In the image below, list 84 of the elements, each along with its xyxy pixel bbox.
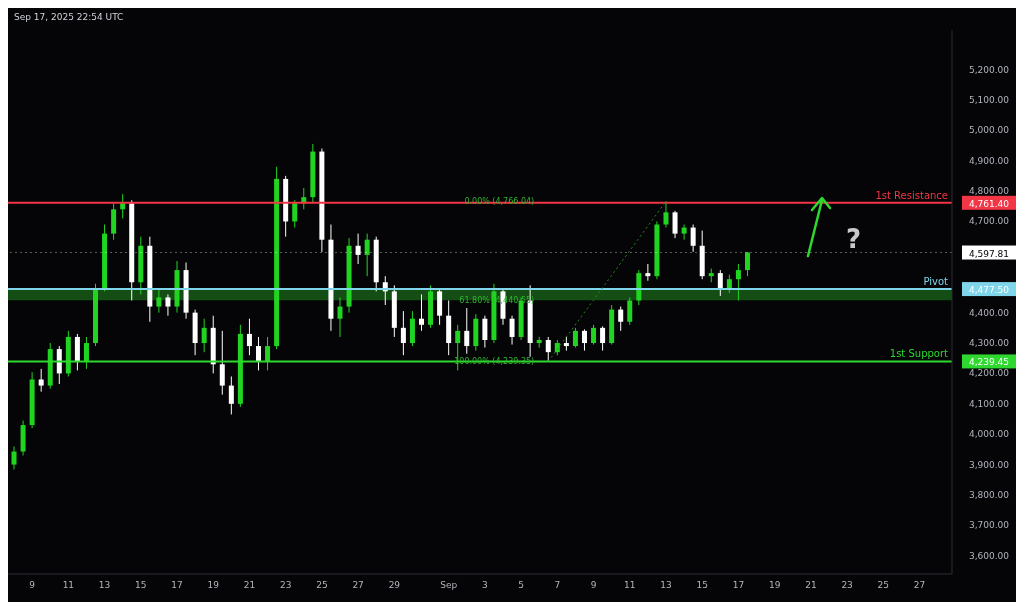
- candlestick: [355, 233, 361, 265]
- x-tick-label: 29: [388, 580, 401, 591]
- annotation: 0.00% (4,766.04): [464, 197, 535, 207]
- x-tick-label: 7: [554, 580, 561, 591]
- candlestick: [690, 224, 696, 253]
- candlestick: [545, 336, 551, 362]
- x-tick-label: 11: [62, 580, 75, 591]
- candlestick: [581, 328, 587, 352]
- x-tick-label: 25: [877, 580, 890, 591]
- ref-line-label: Pivot: [923, 276, 949, 288]
- text: Sep 17, 2025 22:54 UTC: [14, 12, 124, 22]
- annotation: ?: [846, 224, 862, 254]
- y-tick-label: 5,000.00: [968, 125, 1010, 136]
- x-tick-label: 27: [913, 580, 926, 591]
- candlestick: [645, 263, 651, 282]
- candlestick: [735, 263, 741, 301]
- x-tick-label: 5: [518, 580, 524, 591]
- y-tick-label: 3,800.00: [968, 489, 1010, 500]
- candlestick: [744, 251, 750, 277]
- candlestick: [156, 287, 162, 314]
- candlestick: [11, 445, 17, 470]
- candlestick: [717, 269, 723, 297]
- x-tick-label: 17: [171, 580, 183, 591]
- y-tick-label: 4,761.40: [968, 198, 1010, 209]
- candlestick: [591, 324, 597, 346]
- x-tick-label: 13: [98, 580, 111, 591]
- x-tick-label: 23: [279, 580, 292, 591]
- candlestick: [364, 233, 370, 277]
- y-tick-label: 4,100.00: [968, 398, 1010, 409]
- y-tick-label: 4,400.00: [968, 307, 1010, 318]
- y-tick-label: 5,200.00: [968, 64, 1010, 75]
- x-tick-label: 9: [590, 580, 597, 591]
- x-tick-label: 21: [805, 580, 817, 591]
- candlestick: [663, 200, 669, 229]
- y-tick-label: 4,800.00: [968, 186, 1010, 197]
- candlestick: [681, 224, 687, 241]
- x-tick-label: 21: [243, 580, 256, 591]
- candlestick: [726, 274, 732, 294]
- candlestick: [165, 293, 171, 317]
- x-tick-label: 15: [696, 580, 708, 591]
- candlestick: [256, 336, 261, 371]
- candlestick: [509, 315, 515, 346]
- y-tick-label: 5,100.00: [968, 94, 1010, 105]
- x-tick-label: 17: [732, 580, 745, 591]
- y-tick-label: 4,900.00: [968, 155, 1010, 166]
- candlestick: [618, 306, 624, 332]
- x-tick-label: 3: [482, 580, 488, 591]
- y-tick-label: 3,700.00: [968, 520, 1010, 531]
- candlestick: [246, 318, 252, 356]
- x-tick-label: 9: [29, 580, 36, 591]
- y-tick-label: 4,477.50: [968, 285, 1010, 296]
- x-tick-label: 25: [316, 580, 328, 591]
- x-tick-label: Sep: [440, 580, 458, 591]
- y-tick-label: 4,000.00: [968, 429, 1010, 440]
- candlestick: [572, 327, 578, 349]
- y-tick-label: 4,300.00: [968, 338, 1010, 349]
- candlestick: [627, 296, 633, 326]
- candlestick: [600, 325, 606, 352]
- candlestick: [418, 293, 424, 332]
- x-tick-label: 23: [841, 580, 853, 591]
- candlestick: [201, 318, 207, 353]
- y-tick-label: 3,900.00: [968, 459, 1010, 470]
- candlestick: [400, 310, 406, 356]
- candlestick: [38, 368, 44, 393]
- y-tick-label: 3,600.00: [968, 550, 1010, 561]
- ref-line-label: 1st Support: [889, 348, 949, 360]
- candlestick: [228, 375, 234, 415]
- y-tick-label: 4,597.81: [968, 248, 1010, 259]
- ref-line-label: 1st Resistance: [875, 189, 948, 201]
- y-tick-label: 4,700.00: [968, 216, 1010, 227]
- candlestick: [337, 296, 343, 338]
- candlestick: [292, 199, 298, 229]
- candlestick: [482, 315, 488, 349]
- candlestick: [219, 330, 225, 396]
- x-tick-label: 19: [768, 580, 781, 591]
- x-tick-label: 19: [207, 580, 220, 591]
- x-tick-label: 13: [660, 580, 672, 591]
- candlestick: [464, 307, 470, 355]
- y-tick-label: 4,200.00: [968, 368, 1010, 379]
- candlestick: [672, 210, 678, 239]
- x-tick-label: 11: [624, 580, 636, 591]
- y-tick-label: 4,239.45: [968, 357, 1010, 368]
- x-tick-label: 27: [352, 580, 364, 591]
- x-tick-label: 15: [135, 580, 147, 591]
